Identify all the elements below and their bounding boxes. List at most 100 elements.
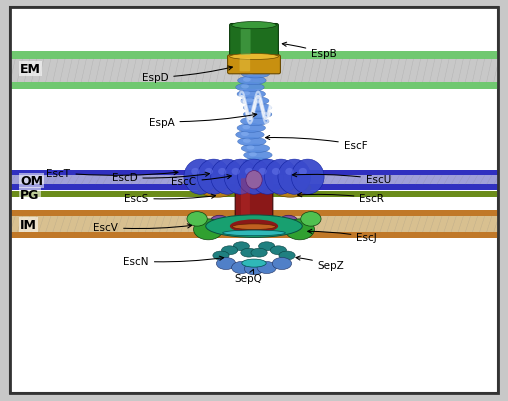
Bar (10, 192, 498, 197)
Ellipse shape (249, 105, 257, 109)
Ellipse shape (205, 168, 213, 176)
Ellipse shape (197, 183, 212, 194)
Ellipse shape (249, 112, 257, 116)
Ellipse shape (243, 57, 271, 65)
Ellipse shape (246, 171, 262, 189)
Ellipse shape (230, 220, 278, 233)
FancyBboxPatch shape (228, 56, 280, 75)
Ellipse shape (237, 91, 266, 99)
Text: EscS: EscS (124, 194, 215, 203)
Ellipse shape (184, 160, 216, 195)
Text: SepQ: SepQ (234, 270, 262, 284)
Ellipse shape (243, 104, 272, 113)
Ellipse shape (245, 168, 253, 176)
Bar (10, 60, 498, 83)
Ellipse shape (249, 153, 257, 157)
Bar (10, 185, 498, 190)
Text: EscJ: EscJ (308, 230, 377, 242)
Bar (10, 170, 498, 176)
Ellipse shape (292, 160, 324, 195)
Ellipse shape (246, 119, 253, 123)
Text: EscV: EscV (93, 223, 192, 233)
Ellipse shape (211, 160, 243, 195)
Ellipse shape (232, 168, 240, 176)
Ellipse shape (245, 51, 253, 55)
Ellipse shape (242, 259, 266, 267)
Bar (10, 211, 498, 217)
Bar (10, 83, 498, 90)
Ellipse shape (241, 145, 270, 153)
Ellipse shape (206, 215, 302, 238)
FancyBboxPatch shape (230, 24, 278, 60)
Ellipse shape (246, 71, 255, 76)
Ellipse shape (241, 132, 249, 137)
Ellipse shape (244, 151, 272, 160)
Ellipse shape (265, 160, 297, 195)
Ellipse shape (213, 251, 229, 260)
Bar (10, 176, 498, 185)
Ellipse shape (275, 187, 306, 198)
Ellipse shape (194, 219, 223, 240)
Ellipse shape (244, 263, 264, 275)
Text: EspB: EspB (282, 43, 337, 59)
Ellipse shape (187, 212, 207, 227)
Ellipse shape (238, 160, 270, 195)
Ellipse shape (272, 168, 280, 176)
Ellipse shape (243, 78, 251, 83)
Ellipse shape (221, 246, 238, 255)
Ellipse shape (243, 158, 271, 167)
Ellipse shape (278, 181, 303, 190)
Ellipse shape (278, 160, 311, 195)
Ellipse shape (233, 242, 249, 251)
Ellipse shape (240, 97, 269, 106)
Ellipse shape (290, 223, 305, 234)
Ellipse shape (272, 258, 292, 270)
Ellipse shape (202, 187, 233, 198)
Text: SepZ: SepZ (296, 256, 344, 270)
Text: EspD: EspD (142, 67, 232, 83)
Ellipse shape (216, 258, 236, 270)
Ellipse shape (249, 65, 257, 69)
Ellipse shape (232, 22, 276, 30)
Ellipse shape (232, 262, 251, 274)
Text: EscC: EscC (171, 175, 231, 186)
Ellipse shape (223, 231, 285, 236)
Ellipse shape (238, 138, 266, 146)
Ellipse shape (259, 168, 267, 176)
Ellipse shape (205, 181, 230, 190)
Ellipse shape (245, 166, 253, 170)
Ellipse shape (240, 117, 269, 126)
Ellipse shape (259, 242, 275, 251)
Text: EscD: EscD (112, 173, 209, 183)
Ellipse shape (240, 50, 268, 59)
Ellipse shape (270, 246, 287, 255)
Ellipse shape (238, 77, 266, 85)
Ellipse shape (243, 139, 251, 144)
Ellipse shape (241, 249, 257, 257)
Text: EM: EM (20, 63, 41, 75)
Bar (10, 233, 498, 239)
Ellipse shape (285, 219, 314, 240)
Ellipse shape (251, 249, 267, 257)
FancyBboxPatch shape (241, 30, 250, 56)
Text: OM: OM (20, 175, 43, 188)
Ellipse shape (236, 84, 264, 92)
Ellipse shape (243, 111, 272, 119)
Ellipse shape (241, 70, 270, 79)
Ellipse shape (240, 165, 268, 174)
Text: EscF: EscF (266, 136, 367, 150)
Ellipse shape (301, 212, 321, 227)
Ellipse shape (296, 183, 311, 194)
Text: EscU: EscU (293, 173, 391, 184)
Ellipse shape (246, 146, 255, 150)
Ellipse shape (236, 131, 264, 140)
Ellipse shape (248, 160, 256, 164)
Bar (10, 52, 498, 60)
Ellipse shape (224, 160, 257, 195)
Ellipse shape (203, 223, 218, 234)
Text: EspA: EspA (149, 113, 257, 127)
Ellipse shape (299, 168, 307, 176)
Ellipse shape (230, 55, 278, 60)
FancyBboxPatch shape (240, 59, 250, 72)
Ellipse shape (279, 216, 298, 229)
